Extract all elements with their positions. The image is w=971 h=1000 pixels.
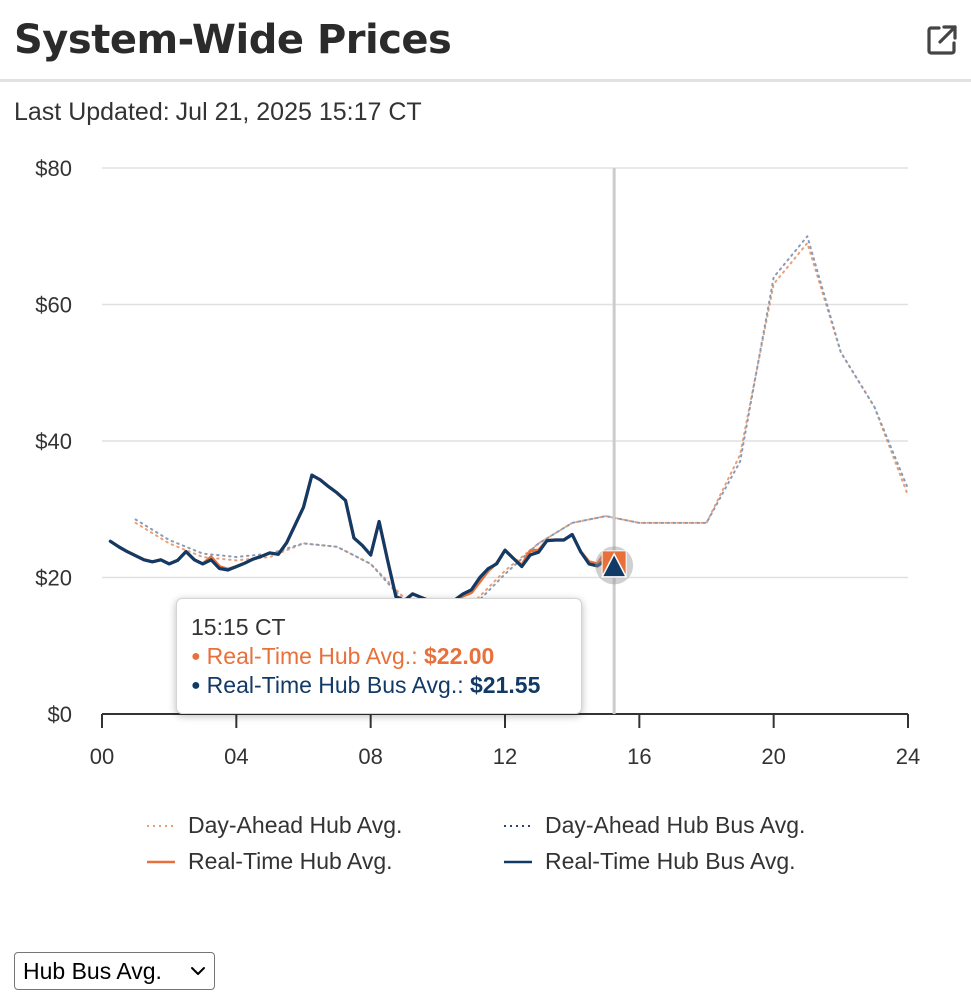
x-tick-label: 16 xyxy=(627,744,651,769)
legend-item-real-time-hub-bus[interactable]: Real-Time Hub Bus Avg. xyxy=(503,848,796,875)
x-tick-label: 04 xyxy=(224,744,248,769)
legend-item-day-ahead-hub[interactable]: Day-Ahead Hub Avg. xyxy=(146,812,402,839)
tooltip-value-real-time-hub: $22.00 xyxy=(423,643,495,669)
chart-x-axis: 00 04 08 12 16 20 24 xyxy=(90,713,920,769)
series-line-day-ahead-hub-avg xyxy=(134,242,909,613)
tooltip-row-real-time-hub: ● Real-Time Hub Avg.: $22.00 xyxy=(191,642,567,671)
page-title: System-Wide Prices xyxy=(14,17,452,63)
tooltip-time: 15:15 CT xyxy=(191,614,286,640)
series-line-real-time-hub-avg xyxy=(108,473,616,606)
x-tick-label: 20 xyxy=(761,744,785,769)
legend-swatch-day-ahead-hub-bus xyxy=(504,824,532,827)
legend-label-real-time-hub: Real-Time Hub Avg. xyxy=(188,848,393,874)
chart-tooltip: 15:15 CT ● Real-Time Hub Avg.: $22.00 ● Re… xyxy=(176,598,582,714)
tooltip-bullet-real-time-hub: ● xyxy=(191,648,201,665)
tooltip-label-real-time-hub-bus: Real-Time Hub Bus Avg.: xyxy=(206,672,464,698)
price-type-select-value: Hub Bus Avg. xyxy=(23,957,162,984)
y-tick-label: $40 xyxy=(35,429,72,454)
y-tick-label: $20 xyxy=(35,566,72,591)
y-tick-label: $0 xyxy=(48,702,72,727)
price-type-select[interactable]: Hub Bus Avg. xyxy=(14,952,215,990)
open-external-button[interactable] xyxy=(924,22,960,58)
x-tick-label: 00 xyxy=(90,744,114,769)
tooltip-value-real-time-hub-bus: $21.55 xyxy=(470,672,541,698)
y-tick-label: $60 xyxy=(35,293,72,318)
legend-swatch-real-time-hub xyxy=(147,860,175,863)
legend-label-day-ahead-hub: Day-Ahead Hub Avg. xyxy=(188,812,403,838)
chart-cursor xyxy=(595,168,634,714)
last-updated-label: Last Updated: xyxy=(14,98,170,126)
tooltip-bullet-real-time-hub-bus: ● xyxy=(191,677,201,694)
legend-item-day-ahead-hub-bus[interactable]: Day-Ahead Hub Bus Avg. xyxy=(503,812,805,839)
legend-item-real-time-hub[interactable]: Real-Time Hub Avg. xyxy=(146,848,393,875)
legend-swatch-day-ahead-hub xyxy=(147,824,175,827)
legend-swatch-real-time-hub-bus xyxy=(504,860,532,863)
panel-header: System-Wide Prices xyxy=(0,0,971,82)
price-chart[interactable]: $0 $20 $40 $60 $80 00 04 08 12 16 20 24 xyxy=(0,150,971,780)
tooltip-row-real-time-hub-bus: ● Real-Time Hub Bus Avg.: $21.55 xyxy=(191,671,567,700)
external-link-icon xyxy=(927,25,957,55)
x-tick-label: 24 xyxy=(896,744,920,769)
last-updated: Last Updated: Jul 21, 2025 15:17 CT xyxy=(14,98,422,127)
chart-series xyxy=(108,235,909,616)
legend-label-day-ahead-hub-bus: Day-Ahead Hub Bus Avg. xyxy=(545,812,806,838)
tooltip-label-real-time-hub: Real-Time Hub Avg.: xyxy=(206,643,418,669)
y-tick-label: $80 xyxy=(35,156,72,181)
chart-grid: $0 $20 $40 $60 $80 xyxy=(35,156,908,727)
series-line-real-time-hub-bus-avg xyxy=(108,473,616,606)
x-tick-label: 12 xyxy=(493,744,517,769)
legend-label-real-time-hub-bus: Real-Time Hub Bus Avg. xyxy=(545,848,796,874)
marker-real-time-hub-bus xyxy=(600,552,628,578)
chart-legend: Day-Ahead Hub Avg. Day-Ahead Hub Bus Avg… xyxy=(0,808,971,888)
last-updated-value: Jul 21, 2025 15:17 CT xyxy=(175,98,422,126)
chevron-down-icon xyxy=(190,966,206,976)
x-tick-label: 08 xyxy=(358,744,382,769)
